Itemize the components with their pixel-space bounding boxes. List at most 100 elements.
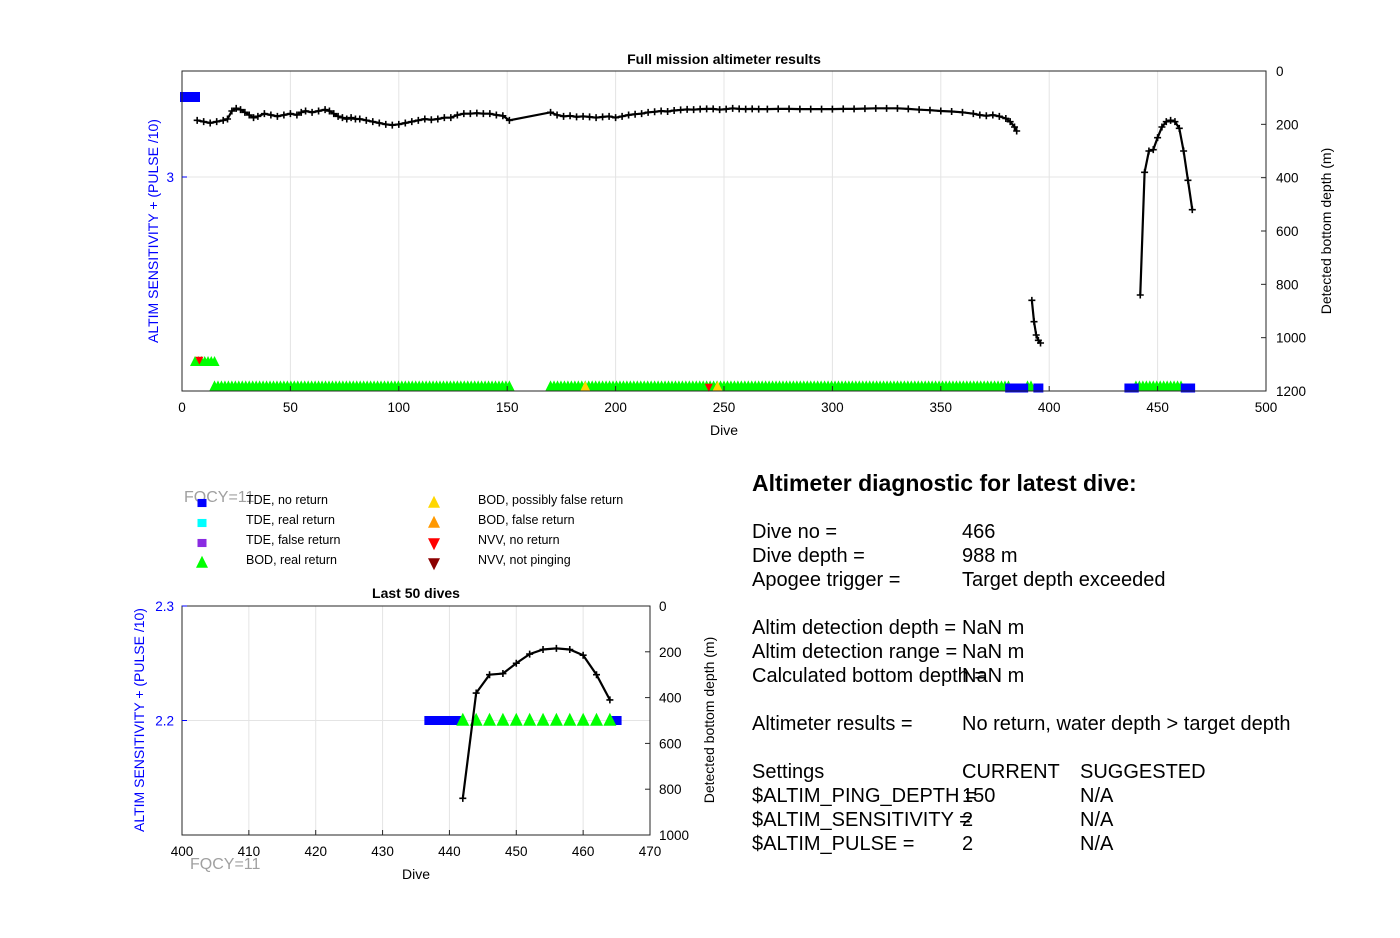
bottom-depth-point [526, 650, 534, 658]
legend-label: TDE, no return [246, 493, 328, 507]
bottom-x-tick-label: 440 [438, 844, 461, 859]
legend-marker-shape [428, 558, 440, 571]
ping-depth-suggested: N/A [1080, 785, 1114, 807]
bottom-depth-point [785, 105, 793, 113]
bottom-depth-point [206, 119, 214, 127]
top-left-y-tick-label: 3 [166, 170, 174, 185]
top-x-tick-label: 500 [1255, 400, 1278, 415]
bottom-depth-point [539, 646, 547, 654]
calculated-bottom-value: NaN m [962, 665, 1025, 687]
bottom-depth-point [625, 111, 633, 119]
bottom-depth-point [796, 105, 804, 113]
top-right-y-tick-label: 200 [1276, 117, 1299, 132]
legend-marker [428, 558, 440, 571]
bottom-depth-point [729, 104, 737, 112]
bottom-depth-point [1028, 296, 1036, 304]
current-header: CURRENT [962, 761, 1060, 783]
legend-marker [197, 518, 207, 528]
dive-depth-label: Dive depth = [752, 545, 865, 567]
bottom-x-tick-label: 420 [304, 844, 327, 859]
legend-marker-shape [197, 498, 207, 508]
ping-depth-current: 150 [962, 785, 996, 807]
bottom-depth-point [1154, 134, 1162, 142]
bottom-depth-point [612, 114, 620, 122]
pulse-label: $ALTIM_PULSE = [752, 833, 915, 855]
bottom-right-axis-label: Detected bottom depth (m) [701, 637, 717, 804]
bottom-depth-point [293, 111, 301, 119]
detection-range-value: NaN m [962, 641, 1025, 663]
settings-label: Settings [752, 761, 825, 783]
bottom-depth-point [995, 112, 1003, 120]
bottom-depth-point [297, 108, 305, 116]
bottom-depth-point [969, 110, 977, 118]
ping-depth-label: $ALTIM_PING_DEPTH = [752, 785, 977, 807]
bottom-depth-point [492, 111, 500, 119]
bottom-depth-point [638, 110, 646, 118]
bod-real-return-marker [483, 712, 497, 726]
bottom-depth-point [260, 110, 268, 118]
bod-possibly-false-marker [580, 381, 591, 391]
sensitivity-label: $ALTIM_SENSITIVITY = [752, 809, 971, 831]
bottom-series [424, 644, 622, 802]
bottom-depth-point [893, 104, 901, 112]
bottom-left-y-tick-label: 2.3 [155, 599, 174, 614]
bottom-depth-point [434, 115, 442, 123]
bottom-right-y-tick-label: 400 [659, 691, 682, 706]
diagnostic-title: Altimeter diagnostic for latest dive: [752, 470, 1137, 496]
bottom-x-tick-label: 410 [238, 844, 261, 859]
bottom-depth-point [1141, 168, 1149, 176]
bottom-depth-point [664, 108, 672, 116]
bottom-depth-point [592, 114, 600, 122]
last-50-dives-chart: 400 410 420 430 440 450 460 470 2.2 2.3 0 200 400 600… [131, 585, 717, 882]
bottom-depth-point [958, 108, 966, 116]
bottom-depth-point [447, 114, 455, 122]
bottom-left-axis-label: ALTIM SENSITIVITY + (PULSE /10) [131, 608, 147, 832]
bottom-depth-point [677, 106, 685, 114]
bottom-depth-point [709, 105, 717, 113]
bottom-depth-point [245, 111, 253, 119]
tde-no-return-marker [1018, 383, 1029, 393]
bottom-depth-point [1032, 331, 1040, 339]
bottom-depth-point [512, 659, 520, 667]
bottom-depth-point [466, 110, 474, 118]
bottom-depth-point [618, 112, 626, 120]
bottom-depth-point [414, 116, 422, 124]
results-value: No return, water depth > target depth [962, 713, 1291, 735]
bottom-depth-point [473, 109, 481, 117]
bottom-depth-point [670, 106, 678, 114]
legend-marker-shape [197, 518, 207, 528]
bottom-depth-point [976, 111, 984, 119]
bottom-depth-point [763, 105, 771, 113]
bottom-depth-point [273, 112, 281, 120]
legend-label: BOD, false return [478, 513, 575, 527]
bottom-depth-point [1037, 339, 1045, 347]
bottom-depth-point [755, 105, 763, 113]
bottom-depth-point [872, 104, 880, 112]
bottom-depth-line [461, 647, 611, 799]
bod-real-return-marker [509, 712, 523, 726]
bottom-depth-point [460, 110, 468, 118]
bottom-depth-point [459, 794, 467, 802]
bottom-depth-point [479, 110, 487, 118]
bottom-depth-point [232, 104, 240, 112]
bottom-depth-point [267, 111, 275, 119]
bottom-x-tick-label: 470 [639, 844, 662, 859]
tde-no-return-marker [1033, 383, 1044, 393]
top-right-y-tick-label: 1200 [1276, 384, 1306, 399]
bottom-depth-point [818, 105, 826, 113]
dive-no-label: Dive no = [752, 521, 838, 543]
bottom-x-tick-label: 450 [505, 844, 528, 859]
bottom-depth-point [382, 120, 390, 128]
bottom-depth-point [703, 105, 711, 113]
bottom-depth-point [505, 116, 513, 124]
bottom-depth-point [1167, 116, 1175, 124]
top-right-y-tick-label: 800 [1276, 277, 1299, 292]
top-x-tick-label: 0 [178, 400, 186, 415]
bottom-depth-point [224, 115, 232, 123]
fqcy-label-bottom: FQCY=11 [190, 856, 261, 873]
tde-no-return-marker [180, 92, 200, 102]
bottom-depth-point [861, 105, 869, 113]
bottom-depth-point [213, 118, 221, 126]
bottom-depth-point [839, 105, 847, 113]
bod-real-return-marker [563, 712, 577, 726]
